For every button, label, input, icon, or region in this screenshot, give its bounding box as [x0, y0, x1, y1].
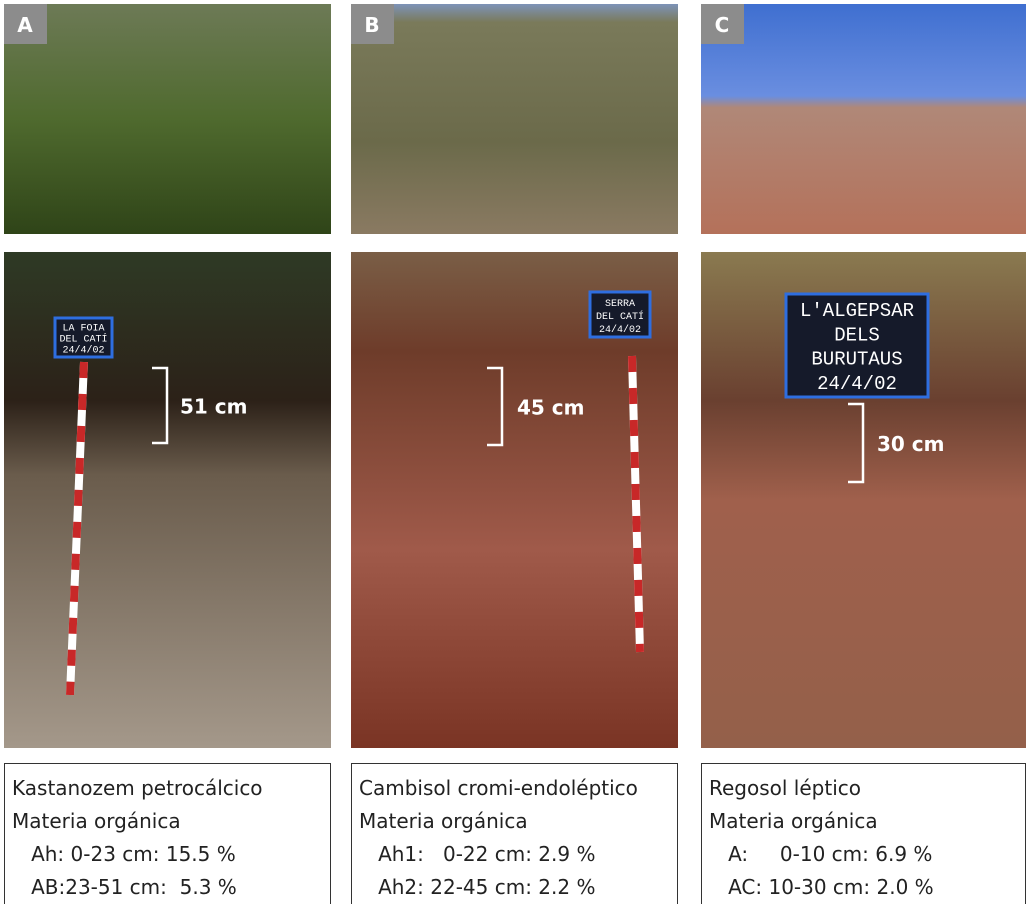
caption-line: Ah: 0-23 cm: 15.5 %	[12, 842, 236, 866]
panel-label-box	[701, 4, 744, 44]
caption-box	[701, 763, 1026, 904]
sign-text: 24/4/02	[62, 344, 104, 356]
caption-title: Kastanozem petrocálcico	[12, 776, 263, 800]
caption-subtitle: Materia orgánica	[709, 809, 878, 833]
depth-label: 30 cm	[877, 432, 945, 456]
sign-text: L'ALGEPSAR	[800, 300, 914, 322]
ruler-stripes	[66, 361, 88, 696]
caption-line: AC: 10-30 cm: 2.0 %	[709, 875, 934, 899]
caption-box	[351, 763, 678, 904]
sign-text: BURUTAUS	[811, 349, 902, 371]
panel-label-box	[351, 4, 394, 44]
panel-label: C	[715, 13, 730, 37]
caption-subtitle: Materia orgánica	[12, 809, 181, 833]
caption-line: AB:23-51 cm: 5.3 %	[12, 875, 237, 899]
sign-text: DEL CATÍ	[596, 309, 644, 323]
sign-text: DEL CATÍ	[59, 331, 107, 345]
sign-text: SERRA	[605, 299, 635, 310]
depth-bracket	[487, 366, 504, 447]
ruler	[628, 355, 644, 653]
landscape-photo	[701, 4, 1026, 234]
caption-title: Regosol léptico	[709, 776, 861, 800]
sign-text: DELS	[834, 324, 880, 346]
caption-line: Ah2: 22-45 cm: 2.2 %	[359, 875, 595, 899]
caption-box	[4, 763, 331, 904]
sign-board	[53, 316, 114, 359]
depth-label: 45 cm	[517, 396, 585, 420]
landscape-photo	[4, 4, 331, 234]
caption-title: Cambisol cromi-endoléptico	[359, 776, 638, 800]
sign-board	[588, 290, 652, 339]
sign-text: 24/4/02	[599, 324, 641, 336]
depth-label: 51 cm	[180, 395, 248, 419]
soil-profile-photo	[4, 252, 331, 748]
panel-label: A	[17, 13, 33, 37]
sign-text: LA FOIA	[62, 323, 104, 334]
sign-text: 24/4/02	[817, 373, 897, 395]
landscape-photo	[351, 4, 678, 234]
caption-line: A: 0-10 cm: 6.9 %	[709, 842, 932, 866]
caption-line: Ah1: 0-22 cm: 2.9 %	[359, 842, 595, 866]
caption-subtitle: Materia orgánica	[359, 809, 528, 833]
sign-board	[784, 292, 930, 399]
panel-label-box	[4, 4, 47, 44]
depth-bracket	[848, 402, 865, 484]
depth-bracket	[152, 366, 169, 445]
panel-label: B	[364, 13, 379, 37]
